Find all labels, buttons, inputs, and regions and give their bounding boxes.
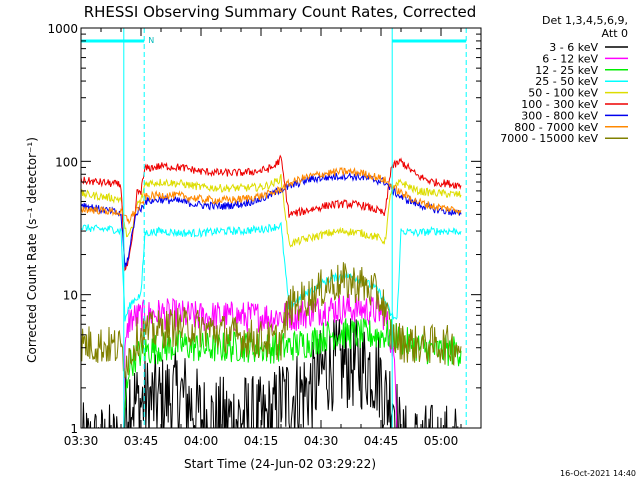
y-axis-label-group: Corrected Count Rate (s⁻¹ detector⁻¹) (25, 137, 39, 363)
legend-label: 3 - 6 keV (549, 41, 598, 54)
legend-label: 7000 - 15000 keV (500, 132, 598, 145)
legend-header-line2: Att 0 (602, 27, 628, 40)
y-tick-label: 100 (55, 155, 78, 169)
markers-layer: N (81, 28, 467, 428)
legend-label: 6 - 12 keV (542, 52, 598, 65)
y-tick-label: 1 (70, 422, 78, 436)
x-tick-label: 03:45 (124, 434, 159, 448)
legend-label: 12 - 25 keV (535, 64, 598, 77)
legend-header-line1: Det 1,3,4,5,6,9, (542, 14, 628, 27)
y-tick-label: 1000 (47, 22, 78, 36)
y-tick-label: 10 (63, 289, 78, 303)
legend-label: 100 - 300 keV (521, 98, 598, 111)
x-tick-label: 04:15 (244, 434, 279, 448)
series-line (81, 221, 462, 322)
footer-date: 16-Oct-2021 14:40 (560, 469, 636, 478)
chart-title: RHESSI Observing Summary Count Rates, Co… (84, 3, 477, 21)
x-ticks: 03:30 03:45 04:00 04:15 04:30 04:45 05:00 (64, 28, 482, 448)
night-marker-label: N (148, 36, 154, 45)
legend-label: 50 - 100 keV (528, 87, 598, 100)
series-line (81, 173, 462, 248)
x-tick-label: 04:30 (304, 434, 339, 448)
series-line (81, 166, 462, 225)
series-line (82, 318, 459, 428)
y-ticks: 1 10 100 1000 (47, 22, 481, 436)
legend-label: 25 - 50 keV (535, 75, 598, 88)
x-tick-label: 05:00 (424, 434, 459, 448)
legend-label: 300 - 800 keV (521, 109, 598, 122)
x-tick-label: 04:45 (364, 434, 399, 448)
legend-label: 800 - 7000 keV (514, 121, 598, 134)
series-line (81, 154, 462, 272)
x-tick-label: 04:00 (184, 434, 219, 448)
x-axis-label: Start Time (24-Jun-02 03:29:22) (184, 457, 376, 471)
y-axis-label: Corrected Count Rate (s⁻¹ detector⁻¹) (25, 137, 39, 363)
x-tick-label: 03:30 (64, 434, 99, 448)
